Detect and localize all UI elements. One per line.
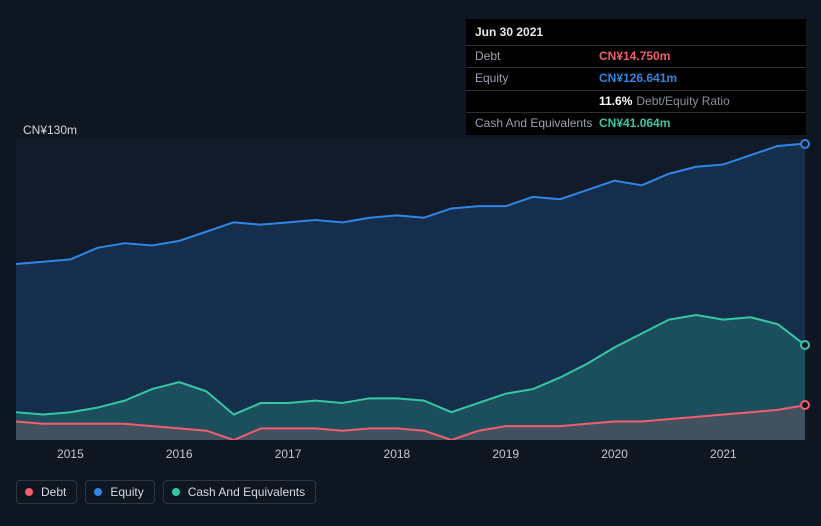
tooltip-row-label: Debt: [475, 49, 599, 65]
x-axis-tick: 2018: [384, 447, 411, 461]
x-axis-tick: 2015: [57, 447, 84, 461]
x-axis-tick: 2019: [492, 447, 519, 461]
tooltip-row-value: 11.6%Debt/Equity Ratio: [599, 94, 730, 110]
legend-swatch: [172, 488, 180, 496]
legend-item[interactable]: Cash And Equivalents: [163, 480, 316, 504]
x-axis-tick: 2020: [601, 447, 628, 461]
series-end-marker: [800, 340, 810, 350]
x-axis-tick: 2016: [166, 447, 193, 461]
x-axis-tick: 2017: [275, 447, 302, 461]
chart-plot: [16, 139, 805, 440]
tooltip-row: EquityCN¥126.641m: [466, 68, 806, 91]
tooltip-row: DebtCN¥14.750m: [466, 46, 806, 69]
legend-label: Equity: [110, 485, 143, 499]
x-axis-tick: 2021: [710, 447, 737, 461]
legend-label: Cash And Equivalents: [188, 485, 305, 499]
tooltip-row-value: CN¥14.750m: [599, 49, 670, 65]
y-axis-label-max: CN¥130m: [23, 123, 77, 137]
legend-item[interactable]: Debt: [16, 480, 77, 504]
tooltip-row: Cash And EquivalentsCN¥41.064m: [466, 113, 806, 135]
tooltip-date: Jun 30 2021: [466, 19, 806, 46]
series-end-marker: [800, 139, 810, 149]
legend-swatch: [94, 488, 102, 496]
legend-item[interactable]: Equity: [85, 480, 154, 504]
tooltip-row-label: [475, 94, 599, 110]
tooltip-row-label: Cash And Equivalents: [475, 116, 599, 132]
tooltip-row-value: CN¥41.064m: [599, 116, 670, 132]
chart-legend: Debt Equity Cash And Equivalents: [16, 480, 316, 504]
tooltip-row: 11.6%Debt/Equity Ratio: [466, 91, 806, 114]
legend-label: Debt: [41, 485, 66, 499]
chart-container: CN¥130m CN¥0 201520162017201820192020202…: [0, 0, 821, 526]
tooltip-row-sublabel: Debt/Equity Ratio: [636, 94, 729, 108]
series-end-marker: [800, 400, 810, 410]
tooltip-row-label: Equity: [475, 71, 599, 87]
tooltip-row-value: CN¥126.641m: [599, 71, 677, 87]
chart-tooltip: Jun 30 2021 DebtCN¥14.750mEquityCN¥126.6…: [466, 19, 806, 135]
legend-swatch: [25, 488, 33, 496]
